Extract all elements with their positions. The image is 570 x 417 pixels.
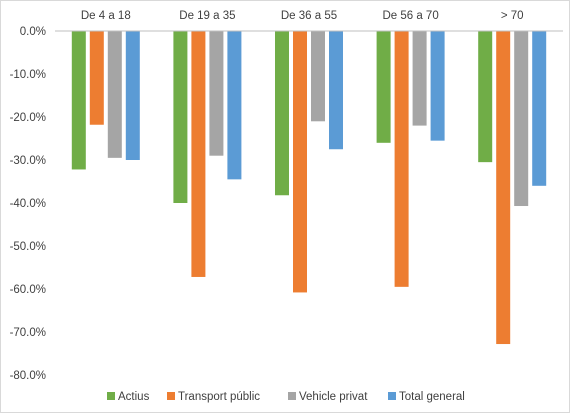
bar bbox=[532, 31, 547, 186]
legend-label: Total general bbox=[399, 391, 465, 403]
category-label: De 19 a 35 bbox=[179, 10, 235, 22]
category-labels: De 4 a 18 De 19 a 35 De 36 a 55 De 56 a 70 >… bbox=[81, 10, 524, 22]
bar bbox=[394, 31, 409, 287]
bar bbox=[173, 31, 188, 203]
legend-label: Transport públic bbox=[178, 391, 260, 403]
category-label: De 36 a 55 bbox=[281, 10, 337, 22]
bar bbox=[227, 31, 242, 180]
y-tick-label: -40.0% bbox=[10, 198, 46, 210]
bar bbox=[376, 31, 391, 143]
y-tick-label: 0.0% bbox=[20, 26, 46, 38]
bar bbox=[329, 31, 343, 150]
bar bbox=[311, 31, 325, 122]
y-tick-label: -80.0% bbox=[10, 370, 46, 382]
legend-label: Vehicle privat bbox=[299, 391, 368, 403]
bar bbox=[293, 31, 307, 293]
category-label: De 4 a 18 bbox=[81, 10, 131, 22]
bar bbox=[275, 31, 289, 196]
bars bbox=[71, 31, 547, 345]
y-tick-label: -10.0% bbox=[10, 69, 46, 81]
bar bbox=[125, 31, 140, 160]
legend: Actius Transport públic Vehicle privat Tota… bbox=[107, 391, 465, 403]
y-tick-label: -60.0% bbox=[10, 284, 46, 296]
bar bbox=[412, 31, 427, 126]
bar bbox=[89, 31, 104, 125]
legend-swatch bbox=[388, 392, 396, 400]
category-label: De 56 a 70 bbox=[382, 10, 438, 22]
bar bbox=[191, 31, 206, 277]
bar bbox=[107, 31, 122, 158]
legend-swatch bbox=[167, 392, 175, 400]
bar bbox=[430, 31, 445, 141]
legend-label: Actius bbox=[118, 391, 150, 403]
y-tick-label: -20.0% bbox=[10, 112, 46, 124]
bar bbox=[71, 31, 86, 170]
legend-swatch bbox=[107, 392, 115, 400]
y-tick-label: -50.0% bbox=[10, 241, 46, 253]
category-label: > 70 bbox=[501, 10, 524, 22]
y-tick-label: -70.0% bbox=[10, 327, 46, 339]
bar bbox=[514, 31, 529, 207]
y-axis-ticks: 0.0% -10.0% -20.0% -30.0% -40.0% -50.0% -60.0%… bbox=[10, 26, 46, 382]
bar bbox=[496, 31, 511, 345]
bar bbox=[209, 31, 224, 156]
legend-swatch bbox=[288, 392, 296, 400]
y-tick-label: -30.0% bbox=[10, 155, 46, 167]
bar bbox=[478, 31, 493, 163]
